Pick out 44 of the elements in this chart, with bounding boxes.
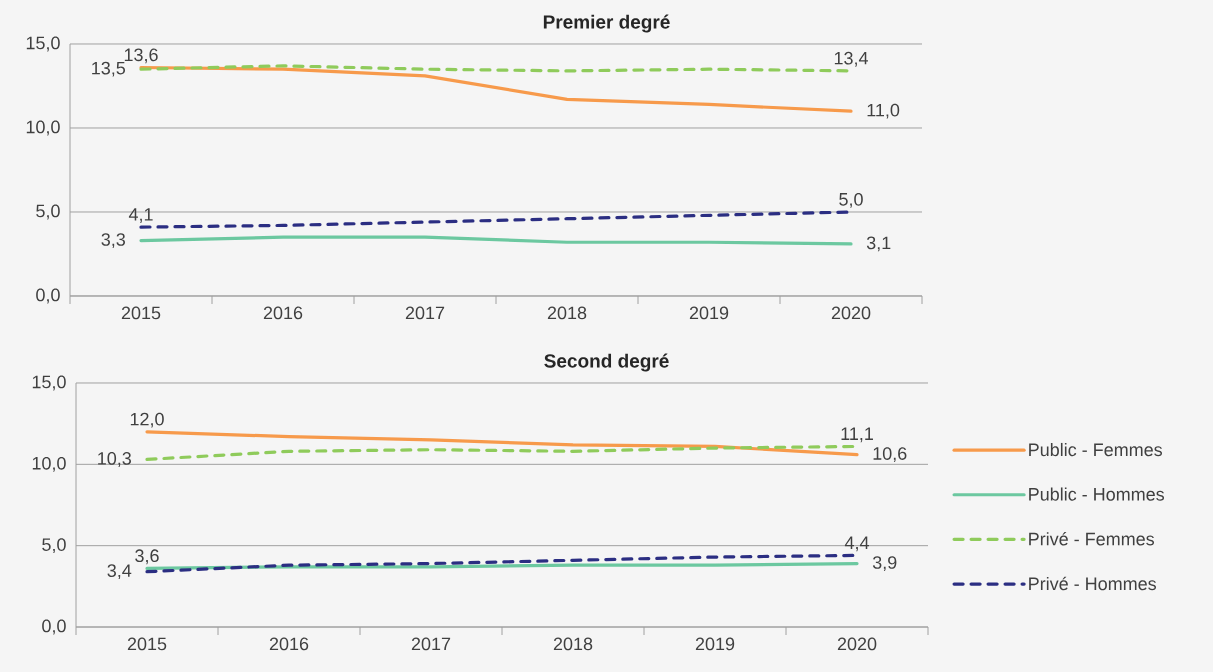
data-label: 13,5	[92, 61, 126, 77]
data-label: 11,0	[867, 103, 900, 119]
y-tick-label: 15,0	[32, 375, 66, 391]
data-label: 5,0	[839, 192, 863, 208]
data-label: 10,6	[873, 447, 907, 462]
x-tick-label: 2017	[405, 306, 445, 320]
x-tick-label: 2019	[689, 306, 729, 320]
y-tick-label: 5,0	[36, 204, 60, 220]
data-label: 13,4	[834, 51, 868, 67]
data-label: 11,1	[841, 427, 873, 443]
legend-label: Privé - Femmes	[1029, 531, 1155, 546]
data-label: 3,4	[107, 564, 132, 580]
y-tick-label: 0,0	[42, 619, 66, 635]
y-tick-label: 0,0	[36, 288, 60, 304]
data-label: 3,3	[101, 233, 126, 248]
y-tick-label: 10,0	[26, 120, 60, 136]
x-tick-label: 2020	[831, 306, 871, 320]
data-label: 4,4	[844, 536, 869, 552]
data-label: 10,3	[98, 452, 132, 467]
y-tick-label: 10,0	[32, 456, 66, 472]
x-tick-label: 2015	[127, 637, 167, 651]
x-tick-label: 2015	[121, 306, 161, 320]
data-label: 3,1	[866, 236, 891, 252]
x-tick-label: 2017	[411, 637, 451, 651]
x-tick-label: 2016	[263, 306, 303, 320]
chart-title: Premier degré	[543, 14, 670, 33]
x-tick-label: 2018	[553, 637, 593, 651]
y-tick-label: 15,0	[26, 36, 60, 52]
chart-title: Second degré	[544, 353, 669, 372]
data-label: 12,0	[130, 412, 164, 428]
data-label: 4,1	[128, 208, 153, 223]
legend-label: Public - Femmes	[1029, 442, 1163, 457]
x-tick-label: 2019	[695, 637, 735, 651]
x-tick-label: 2018	[547, 306, 587, 320]
data-label: 13,6	[124, 48, 158, 64]
legend-label: Public - Hommes	[1029, 487, 1165, 501]
x-tick-label: 2016	[269, 637, 309, 651]
y-tick-label: 5,0	[42, 538, 66, 554]
legend-label: Privé - Hommes	[1029, 576, 1157, 591]
data-label: 3,6	[135, 549, 159, 565]
line-series	[139, 65, 853, 113]
x-tick-label: 2020	[837, 637, 877, 651]
line-series	[139, 235, 853, 246]
data-label: 3,9	[872, 556, 897, 571]
